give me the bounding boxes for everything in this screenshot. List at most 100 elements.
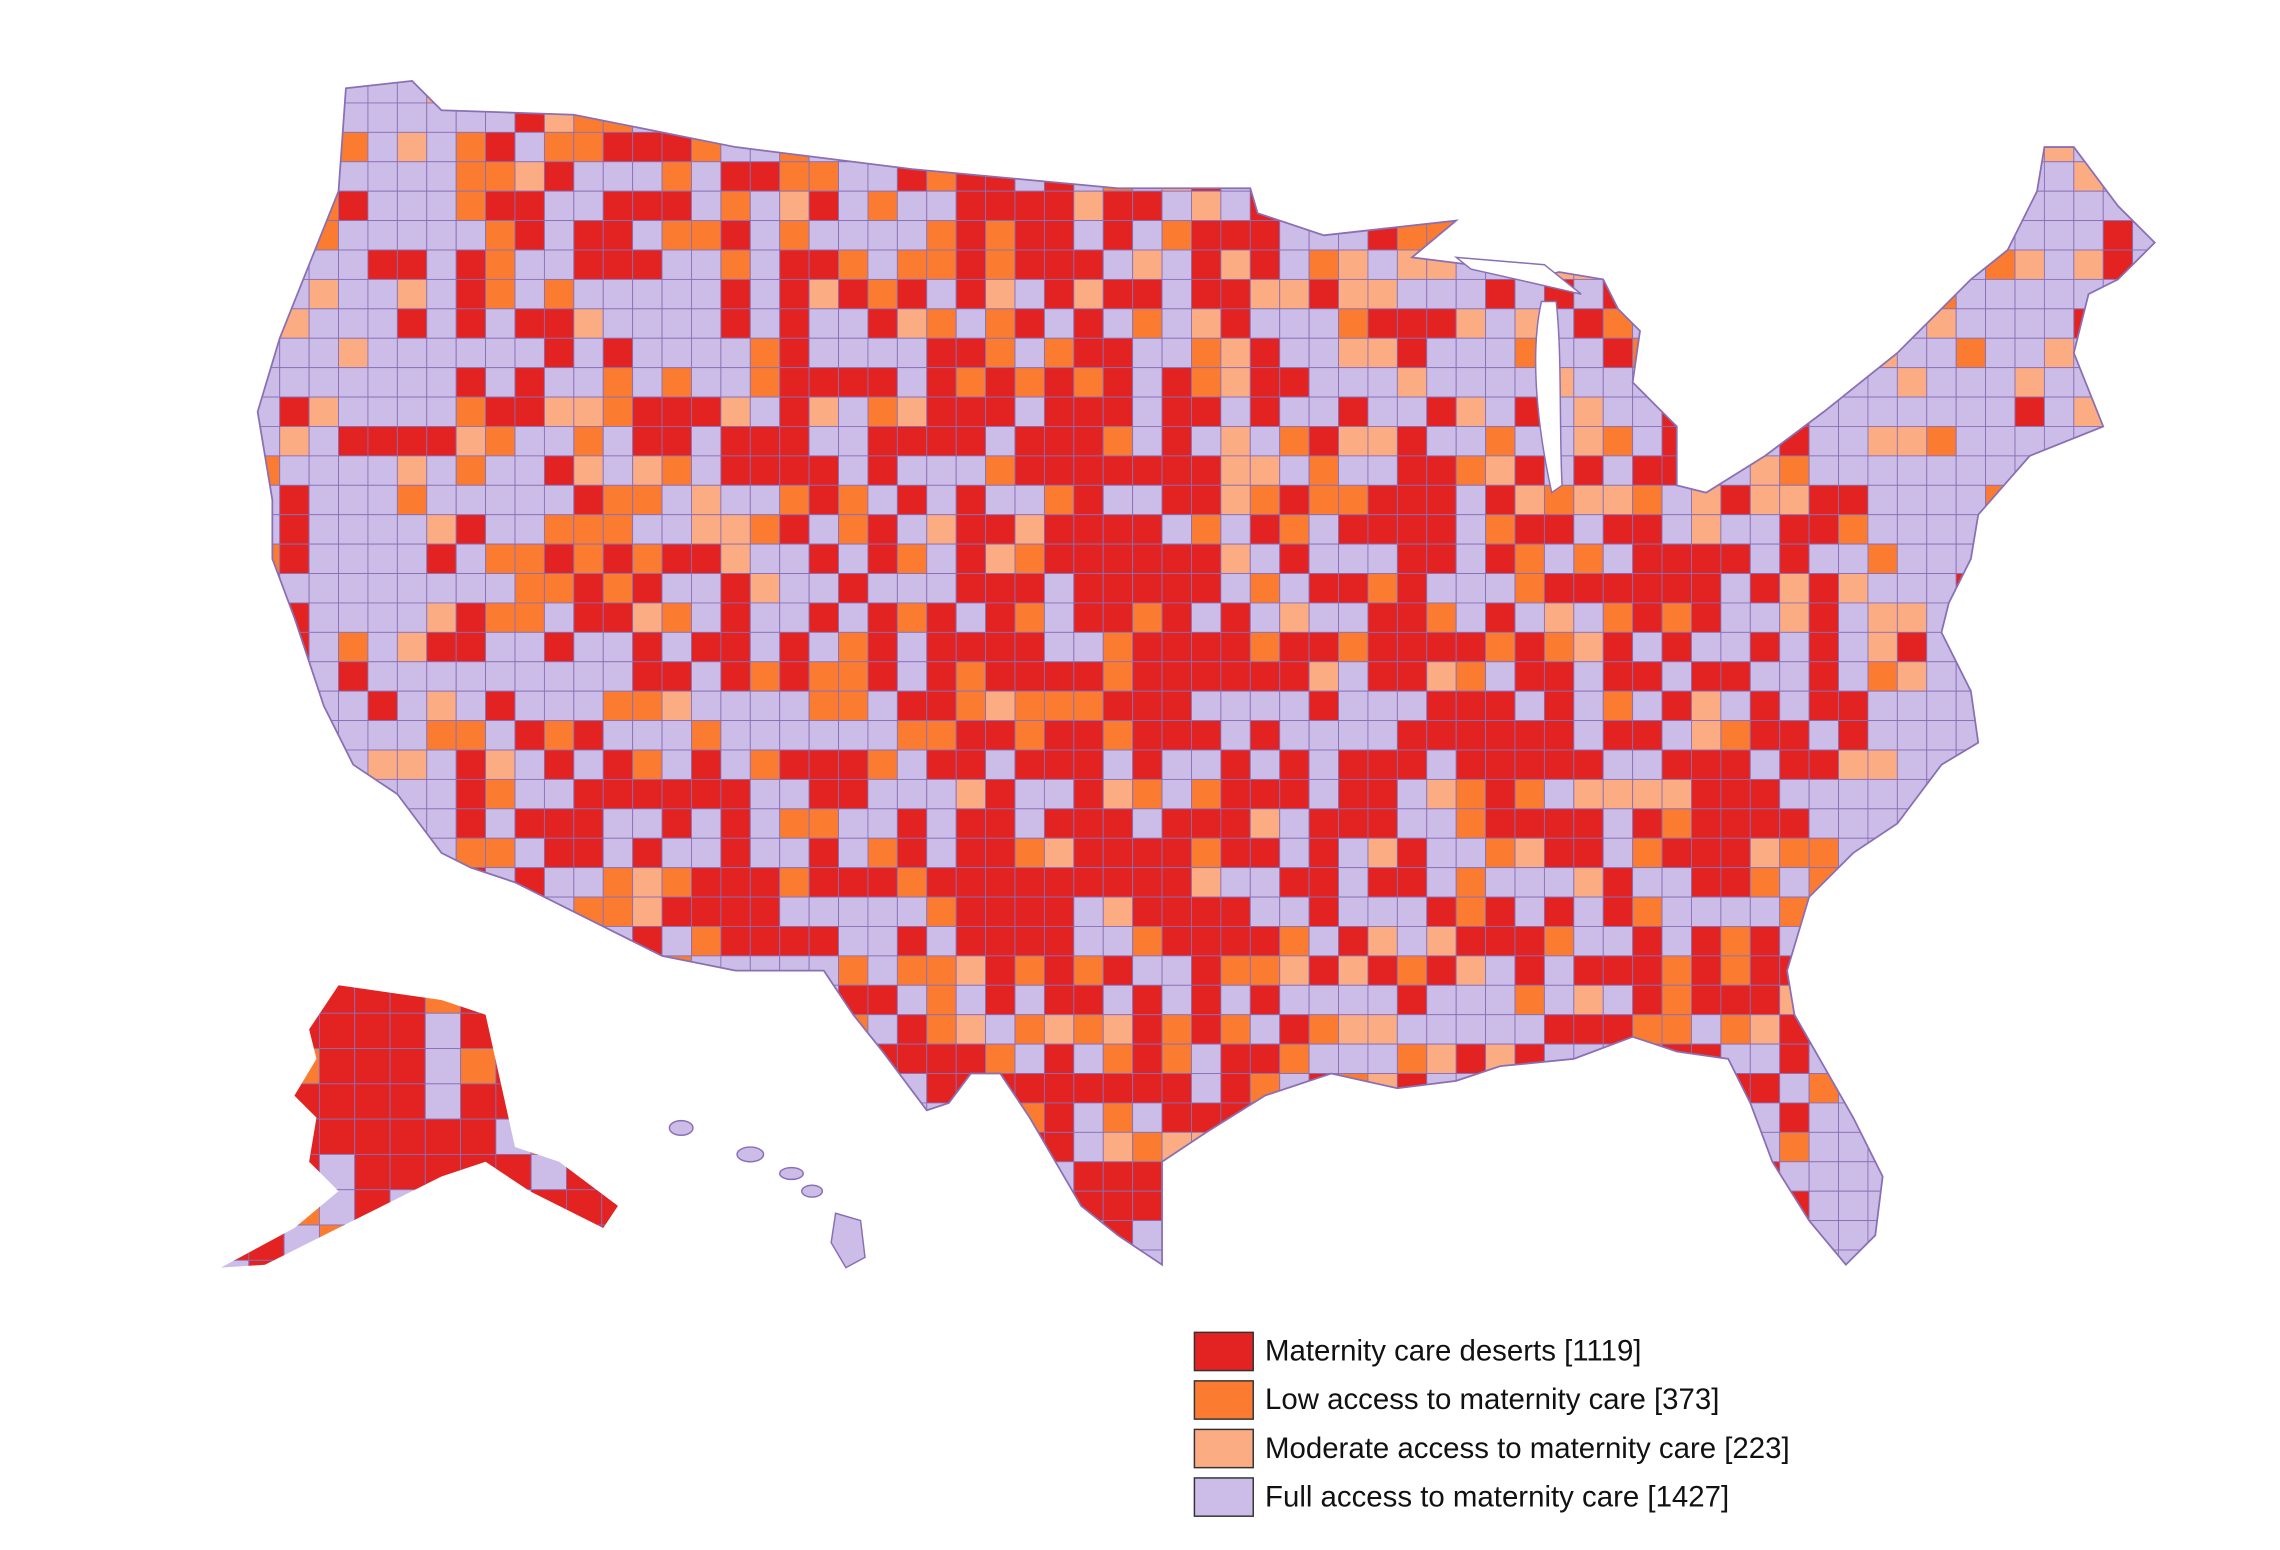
county — [1691, 131, 1722, 163]
county — [926, 926, 957, 957]
county — [426, 455, 457, 486]
county — [691, 631, 722, 663]
county — [1132, 220, 1163, 251]
alaska-region — [283, 1012, 320, 1049]
county — [1485, 543, 1516, 574]
county — [1396, 1161, 1428, 1192]
county — [1955, 749, 1987, 780]
county — [779, 602, 810, 633]
county — [1985, 161, 2016, 192]
county — [1602, 1014, 1634, 1045]
county — [1367, 690, 1398, 722]
county — [367, 867, 398, 898]
county — [1691, 1131, 1722, 1163]
county — [926, 190, 957, 222]
county — [426, 1190, 457, 1222]
alaska-region — [460, 1153, 497, 1191]
county — [2132, 131, 2155, 163]
county — [1602, 131, 1634, 163]
county — [1220, 926, 1251, 957]
county — [1896, 1249, 1928, 1265]
county — [1838, 720, 1869, 751]
county — [543, 396, 575, 427]
county — [661, 837, 692, 869]
county — [632, 602, 663, 633]
county — [955, 867, 987, 898]
county — [257, 955, 281, 986]
county — [1426, 249, 1457, 280]
county — [1926, 1131, 1957, 1163]
county — [2132, 1220, 2155, 1251]
lake-superior — [1453, 256, 1582, 295]
county — [2073, 837, 2104, 869]
county — [602, 808, 634, 839]
county — [2132, 1249, 2155, 1265]
county — [955, 808, 987, 839]
county — [2073, 1102, 2104, 1133]
county — [985, 249, 1016, 280]
county — [543, 867, 575, 898]
county — [602, 837, 634, 869]
county — [1867, 778, 1898, 810]
county — [1602, 984, 1634, 1016]
county — [573, 778, 604, 810]
county — [2043, 720, 2075, 751]
county — [367, 220, 398, 251]
alaska-region — [495, 1048, 532, 1085]
county — [838, 249, 869, 280]
county — [867, 896, 898, 927]
county — [1161, 808, 1192, 839]
county — [1573, 1190, 1604, 1222]
county — [514, 278, 545, 310]
county — [838, 161, 869, 192]
county — [1043, 543, 1075, 574]
county — [1455, 896, 1487, 927]
county — [1455, 808, 1487, 839]
county — [691, 367, 722, 398]
county — [602, 80, 634, 104]
county — [1426, 161, 1457, 192]
county — [1073, 1131, 1104, 1163]
county — [661, 1131, 692, 1163]
county — [455, 631, 487, 663]
alaska-region — [389, 1083, 426, 1120]
county — [514, 220, 545, 251]
county — [1543, 1073, 1575, 1104]
county — [1808, 426, 1839, 457]
county — [896, 661, 928, 692]
county — [573, 514, 604, 545]
county — [2043, 1102, 2075, 1133]
county — [1014, 1073, 1045, 1104]
alaska-region — [566, 1259, 603, 1268]
county — [1073, 1220, 1104, 1251]
county — [2043, 1249, 2075, 1265]
county — [2102, 367, 2134, 398]
county — [602, 1102, 634, 1133]
county — [1485, 455, 1516, 486]
county — [1661, 131, 1692, 163]
county — [2043, 308, 2075, 339]
county — [1014, 720, 1045, 751]
county — [602, 720, 634, 751]
county — [1279, 1131, 1310, 1163]
county — [955, 426, 987, 457]
county — [1779, 867, 1810, 898]
county — [808, 514, 839, 545]
county — [455, 131, 487, 163]
county — [2102, 984, 2134, 1016]
county — [2014, 984, 2045, 1016]
county — [1632, 249, 1663, 280]
county — [867, 661, 898, 692]
county — [1249, 867, 1281, 898]
alaska-region — [566, 1118, 603, 1155]
county — [867, 190, 898, 222]
county — [573, 249, 604, 280]
county — [1073, 720, 1104, 751]
county — [1543, 1220, 1575, 1251]
county — [1220, 102, 1251, 133]
county — [1161, 867, 1192, 898]
county — [867, 1102, 898, 1133]
county — [1926, 455, 1957, 486]
county — [1426, 396, 1457, 427]
county — [1985, 514, 2016, 545]
